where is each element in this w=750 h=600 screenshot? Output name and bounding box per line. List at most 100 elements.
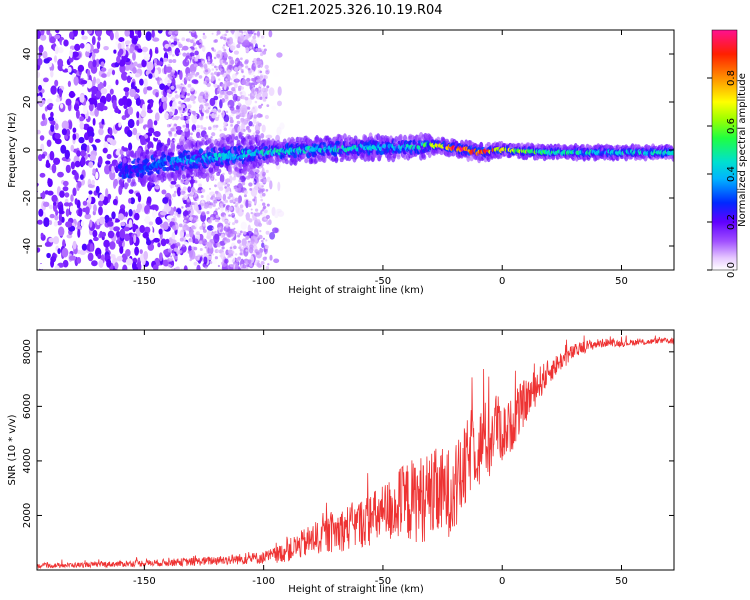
spectrogram-cell [38,44,44,53]
spectrogram-cell [262,87,265,91]
spectrogram-cell [211,132,216,137]
spectrogram-cell [135,97,141,107]
spectrogram-cell [186,115,190,120]
spectrogram-cell [57,171,64,178]
spectrogram-cell [91,85,98,95]
spectrogram-cell [187,112,190,116]
spectrogram-cell [259,230,262,233]
spectrogram-cell [81,30,85,36]
spectrogram-cell [81,35,88,40]
spectrogram-cell [246,143,251,149]
spectrogram-cell [224,221,228,225]
spectrogram-cell [182,58,190,67]
spectrogram-cell [142,231,149,239]
spectrogram-cell [189,216,193,220]
spectrogram-cell [180,179,184,182]
spectrogram-cell [141,59,147,68]
spectrogram-cell [85,206,90,215]
spectrogram-cell [63,39,69,47]
spectrogram-cell [269,232,276,240]
spectrogram-cell [62,186,69,192]
spectrogram-cell [238,160,243,169]
spectrogram-cell [80,143,88,153]
spectrogram-cell [202,238,206,241]
spectrogram-cell [194,193,198,197]
spectrogram-cell [222,263,227,267]
spectrogram-cell [101,67,107,72]
spectrogram-cell [77,228,81,238]
spectrogram-cell [51,194,58,203]
spectrogram-cell [231,238,235,241]
spectrogram-cell [239,252,243,256]
spectrogram-cell [148,127,155,134]
spectrogram-cell [183,265,188,270]
spectrogram-cell [114,30,119,40]
spectrogram-cell [266,104,270,107]
spectrogram-cell [207,61,211,65]
spectrogram-cell [116,255,123,262]
spectrogram-cell [37,129,41,135]
spectrogram-cell [211,63,215,67]
spectrogram-cell [187,104,192,109]
spectrogram-cell [237,190,240,193]
spectrogram-cell [201,211,206,216]
spectrogram-cell [181,131,186,136]
spectrogram-cell [249,263,253,267]
spectrogram-cell [61,128,67,136]
spectrogram-cell [130,82,135,89]
spectrogram-cell [170,255,173,258]
spectrogram-cell [226,238,231,243]
spectrogram-cell [41,153,46,159]
spectrogram-cell [209,113,212,116]
spectrogram-cell [167,51,173,56]
spectrogram-cell [74,198,78,205]
spectrogram-cell [240,221,247,230]
spectrogram-cell [229,193,234,198]
spectrogram-cell [140,110,147,118]
spectrogram-cell [103,239,110,248]
spectrogram-cell [198,240,203,245]
spectrogram-cell [257,79,260,83]
spectrogram-cell [171,116,176,121]
spectrogram-cell [248,33,252,37]
spectrogram-cell [211,48,215,52]
spectrogram-cell [186,38,191,43]
spectrogram-cell [100,87,108,95]
spectrogram-cell [169,257,174,262]
spectrogram-cell [199,104,204,109]
spectrogram-cell [165,238,170,244]
spectrogram-cell [88,97,96,105]
spectrogram-cell [254,203,257,206]
spectrogram-cell [188,56,192,59]
spectrogram-cell [186,173,191,179]
spectrogram-cell [239,248,243,252]
spectrogram-cell [171,108,175,112]
spectrogram-cell [174,90,178,94]
spectrogram-cell [194,47,198,50]
spectrogram-cell [212,253,215,256]
spectrogram-cell [213,233,220,244]
spectrogram-cell [268,87,275,96]
spectrogram-cell [98,128,104,136]
spectrogram-cell [66,234,73,239]
spectrogram-cell [128,142,133,151]
spectrogram-cell [201,127,204,130]
spectrogram-cell [200,172,207,179]
spectrogram-cell [244,59,249,64]
spectrogram-cell [245,47,250,52]
spectrogram-cell [272,159,276,164]
spectrogram-cell [248,82,252,86]
spectrogram-cell [88,194,92,204]
spectrogram-cell [183,110,186,113]
spectrogram-cell [40,143,45,152]
spectrogram-cell [105,188,109,198]
spectrogram-cell [210,72,214,76]
spectrogram-cell [202,168,207,174]
spectrogram-cell [179,140,184,147]
spectrogram-cell [193,226,197,230]
spectrogram-cell [45,159,50,167]
spectrogram-cell [196,124,200,129]
spectrogram-cell [111,139,117,146]
spectrogram-cell [222,239,224,242]
